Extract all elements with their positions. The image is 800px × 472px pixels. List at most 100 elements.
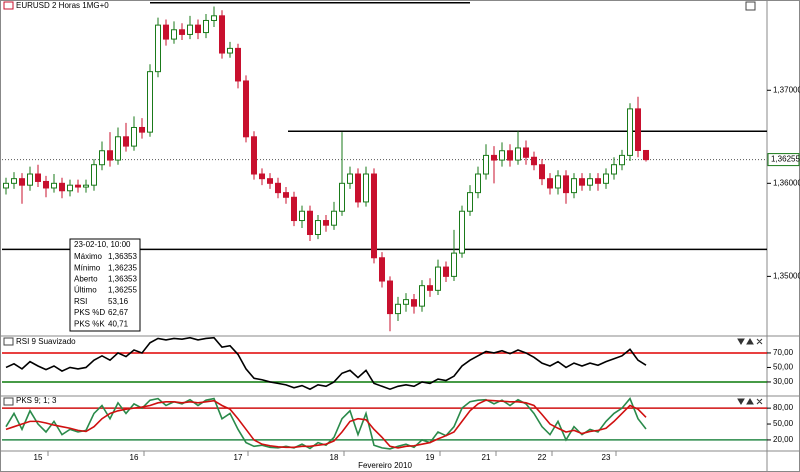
- candle-body: [75, 184, 81, 188]
- candle-body: [243, 80, 249, 138]
- candle-body: [587, 178, 593, 186]
- candle-body: [107, 150, 113, 161]
- candle-body: [619, 154, 625, 166]
- candle-body: [579, 178, 585, 186]
- window-button[interactable]: [745, 1, 756, 11]
- candle-body: [11, 178, 17, 184]
- candle-body: [123, 136, 129, 147]
- candle-body: [491, 154, 497, 161]
- series-line: [5, 336, 647, 391]
- candle-body: [395, 303, 401, 315]
- x-tick-label: 22: [538, 453, 547, 462]
- candle-body: [315, 220, 321, 236]
- candle-body: [211, 15, 217, 21]
- chart-title: EURUSD 2 Horas 1MG+0: [16, 1, 109, 10]
- candle-body: [363, 173, 369, 203]
- tooltip-value: 53,16: [108, 297, 129, 306]
- candle-body: [403, 299, 409, 305]
- x-tick-label: 17: [234, 453, 243, 462]
- candle-body: [531, 156, 537, 166]
- candle-body: [203, 19, 209, 34]
- candle-body: [27, 173, 33, 186]
- y-tick-label: 1,36000: [773, 178, 800, 187]
- chart-icon: [3, 1, 14, 10]
- candle-body: [611, 164, 617, 175]
- candle-body: [555, 175, 561, 189]
- y-tick-label: 30,00: [773, 377, 794, 386]
- candle-body: [195, 24, 201, 34]
- tooltip-value: 40,71: [108, 319, 129, 328]
- x-tick-label: 19: [426, 453, 435, 462]
- candle-body: [307, 210, 313, 236]
- candle-body: [603, 173, 609, 184]
- tooltip-label: Último: [74, 286, 97, 295]
- candle-body: [547, 178, 553, 189]
- y-tick-label: 20,00: [773, 435, 794, 444]
- candle-body: [19, 178, 25, 186]
- series-line: [5, 399, 647, 449]
- last-price-label: 1,36255: [771, 155, 800, 164]
- tooltip-label: Máximo: [74, 252, 103, 261]
- candle-body: [523, 147, 529, 158]
- candle-body: [595, 178, 601, 184]
- candle-body: [59, 182, 65, 192]
- tooltip-label: PKS %D: [74, 308, 105, 317]
- y-tick-label: 50,00: [773, 419, 794, 428]
- panel-title: PKS 9; 1; 3: [16, 396, 57, 405]
- panel-buttons[interactable]: [737, 398, 763, 405]
- candle-body: [179, 29, 185, 35]
- candle-body: [147, 71, 153, 133]
- candle-body: [283, 192, 289, 198]
- candle-body: [635, 108, 641, 151]
- candle-body: [451, 252, 457, 277]
- candle-body: [275, 182, 281, 194]
- candle-body: [115, 136, 121, 161]
- tooltip-box: [69, 238, 141, 332]
- candle-body: [379, 257, 385, 282]
- candle-body: [171, 29, 177, 40]
- candle-body: [467, 192, 473, 212]
- candle-body: [483, 154, 489, 175]
- candle-body: [355, 173, 361, 203]
- tooltip-label: RSI: [74, 297, 87, 306]
- candle-body: [43, 180, 49, 189]
- last-price-box: [767, 153, 800, 167]
- x-tick-label: 15: [34, 453, 43, 462]
- candle-body: [155, 24, 161, 73]
- candle-body: [371, 173, 377, 259]
- candle-body: [323, 220, 329, 226]
- x-tick-label: 18: [330, 453, 339, 462]
- x-tick-label: 21: [482, 453, 491, 462]
- panel-title: RSI 9 Suavizado: [16, 337, 76, 346]
- tooltip-value: 1,36235: [108, 263, 137, 272]
- candle-body: [499, 150, 505, 161]
- panel-buttons[interactable]: [737, 338, 763, 345]
- candle-body: [563, 175, 569, 194]
- candle-body: [163, 24, 169, 40]
- candle-body: [35, 173, 41, 182]
- candle-body: [571, 178, 577, 194]
- y-tick-label: 1,37000: [773, 85, 800, 94]
- panel-icon: [3, 337, 14, 346]
- candle-body: [443, 266, 449, 277]
- candle-body: [91, 164, 97, 186]
- candle-body: [99, 150, 105, 166]
- candle-body: [419, 285, 425, 307]
- x-tick-label: 16: [130, 453, 139, 462]
- candle-body: [643, 149, 649, 161]
- candle-body: [139, 126, 145, 133]
- candle-body: [459, 210, 465, 254]
- candle-body: [67, 184, 73, 192]
- candle-body: [347, 173, 353, 184]
- candle-body: [331, 210, 337, 226]
- candle-body: [627, 108, 633, 156]
- y-tick-label: 50,00: [773, 363, 794, 372]
- tooltip-value: 1,36255: [108, 286, 137, 295]
- candle-body: [427, 285, 433, 291]
- x-tick-label: 23: [602, 453, 611, 462]
- candle-body: [219, 15, 225, 54]
- tooltip: 23-02-10, 10:00 Máximo 1,36353 Mínimo 1,3623…: [69, 238, 141, 332]
- y-tick-label: 80,00: [773, 403, 794, 412]
- candle-body: [515, 147, 521, 161]
